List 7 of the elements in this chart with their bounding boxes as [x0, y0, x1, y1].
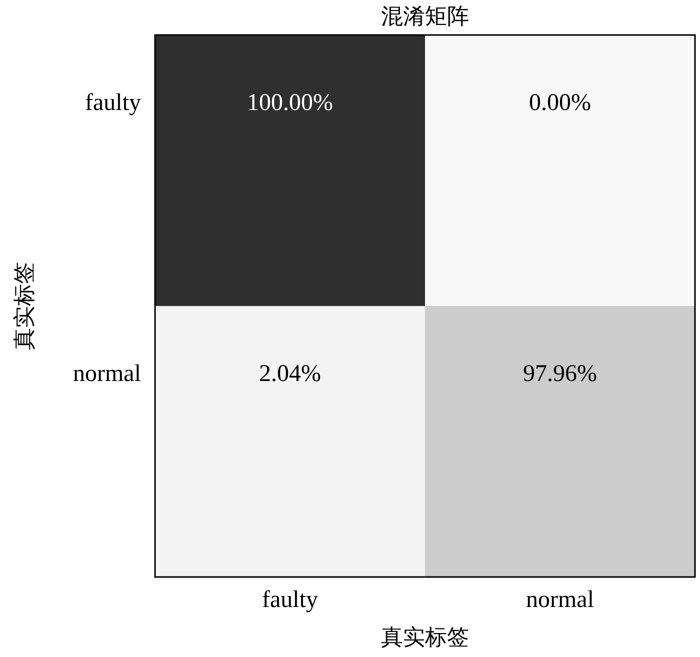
data-label: 0.00%: [529, 90, 591, 116]
data-label: 100.00%: [247, 90, 333, 116]
y-axis-title: 真实标签: [12, 262, 36, 350]
x-axis-title: 真实标签: [381, 624, 469, 650]
data-label: 2.04%: [259, 360, 321, 387]
data-label: 97.96%: [523, 360, 597, 387]
chart-title: 混淆矩阵: [381, 4, 469, 28]
